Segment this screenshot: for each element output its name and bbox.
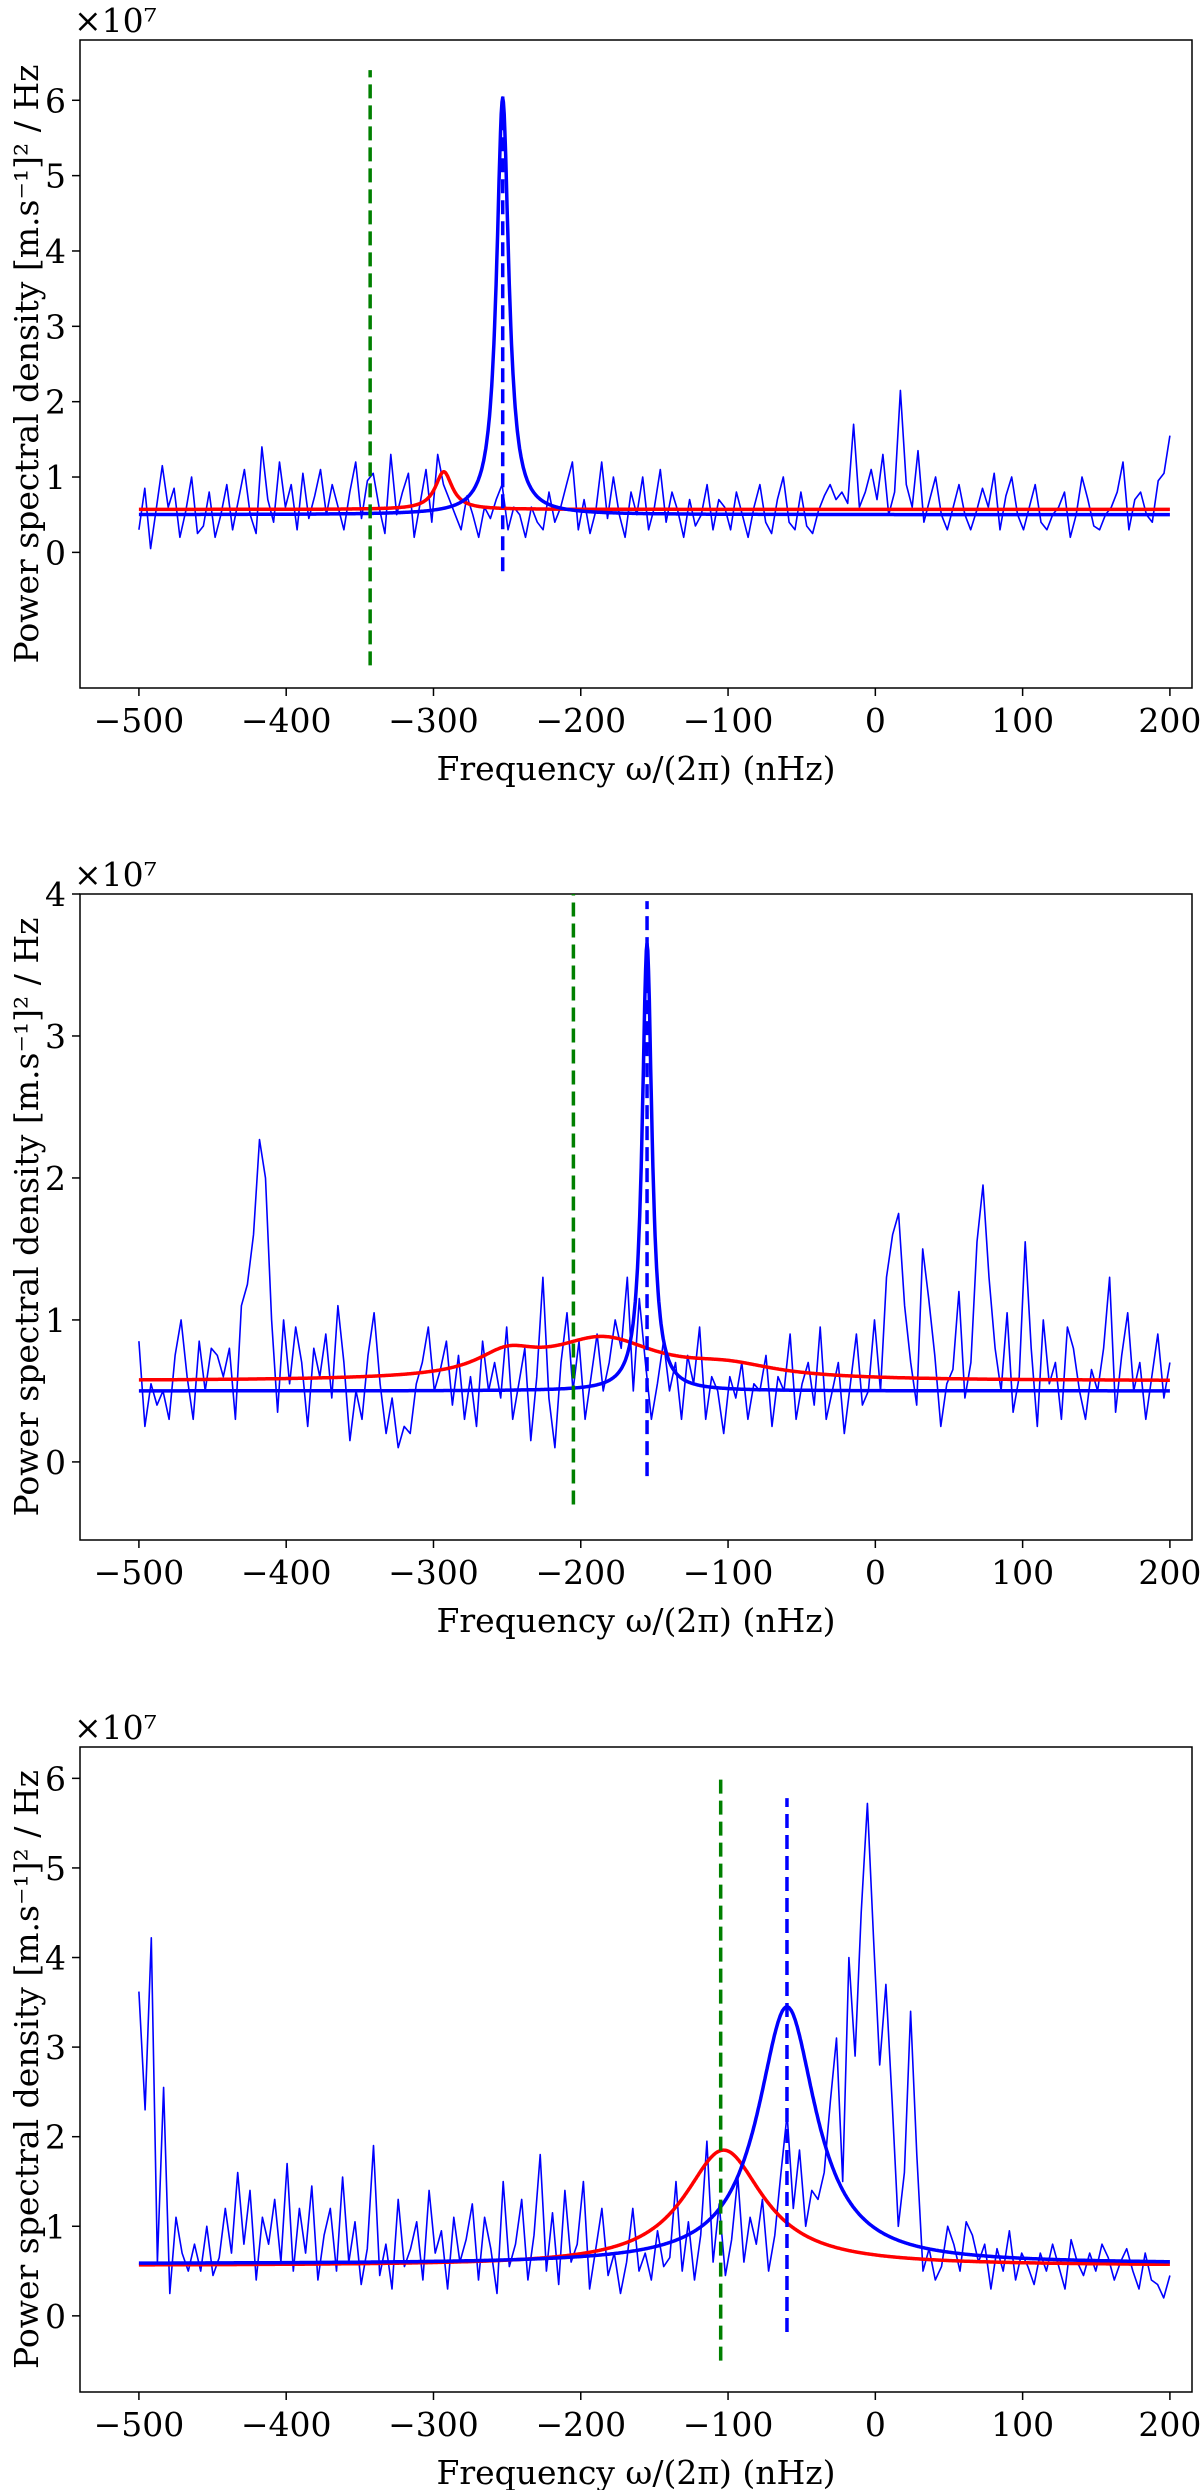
blue-fit-curve — [137, 96, 1171, 517]
x-tick-label: 200 — [1138, 701, 1200, 740]
y-tick-label: 4 — [45, 232, 66, 271]
plot-area — [137, 70, 1171, 666]
axes-frame — [79, 893, 1193, 1541]
x-axis-label: Frequency ω/(2π) (nHz) — [436, 2453, 835, 2490]
y-tick-label: 3 — [45, 1017, 66, 1056]
x-tick-label: −300 — [388, 701, 479, 740]
x-tick-label: −500 — [94, 701, 185, 740]
y-tick-label: 0 — [45, 1443, 66, 1482]
plot-area — [137, 1773, 1171, 2361]
x-tick-label: −400 — [241, 2405, 332, 2444]
spectrum-data-line — [138, 389, 1171, 550]
y-tick-label: 2 — [45, 1159, 66, 1198]
x-tick-label: −100 — [683, 2405, 774, 2444]
y-tick-label: 3 — [45, 307, 66, 346]
blue-fit-curve — [137, 941, 1171, 1393]
y-tick-label: 6 — [45, 1759, 66, 1798]
y-tick-label: 6 — [45, 81, 66, 120]
x-tick-label: 200 — [1138, 1553, 1200, 1592]
x-tick-label: −100 — [683, 701, 774, 740]
x-tick-label: −400 — [241, 701, 332, 740]
x-tick-label: −200 — [535, 1553, 626, 1592]
blue-fit-curve — [137, 2005, 1171, 2265]
x-tick-label: −400 — [241, 1553, 332, 1592]
x-tick-label: −300 — [388, 1553, 479, 1592]
y-tick-label: 1 — [45, 2207, 66, 2246]
x-tick-label: 100 — [991, 701, 1054, 740]
y-tick-label: 4 — [45, 875, 66, 914]
x-tick-label: −500 — [94, 2405, 185, 2444]
chart-panel-3: −500 −400 −300 −200 −100 0 100 200 0 1 2 3 4 5 6×10⁷ Fr… — [7, 1708, 1200, 2490]
x-tick-label: −200 — [535, 701, 626, 740]
red-fit-curve — [137, 1334, 1171, 1382]
x-tick-label: 0 — [865, 2405, 886, 2444]
y-tick-label: 1 — [45, 1301, 66, 1340]
y-multiplier: ×10⁷ — [74, 1, 157, 40]
x-tick-label: 200 — [1138, 2405, 1200, 2444]
x-tick-label: 0 — [865, 701, 886, 740]
axes-frame — [79, 39, 1193, 689]
spectrum-data-line — [138, 1138, 1171, 1449]
y-tick-label: 1 — [45, 458, 66, 497]
y-tick-label: 3 — [45, 2028, 66, 2067]
x-tick-label: 100 — [991, 2405, 1054, 2444]
axes-frame — [79, 1746, 1193, 2393]
y-multiplier: ×10⁷ — [74, 1708, 157, 1747]
x-axis-label: Frequency ω/(2π) (nHz) — [436, 1601, 835, 1640]
x-tick-label: 0 — [865, 1553, 886, 1592]
y-axis-label: Power spectral density [m.s⁻¹]² / Hz — [7, 918, 46, 1517]
y-tick-label: 2 — [45, 383, 66, 422]
y-multiplier: ×10⁷ — [74, 855, 157, 894]
y-tick-label: 0 — [45, 2297, 66, 2336]
y-tick-label: 2 — [45, 2118, 66, 2157]
y-tick-label: 4 — [45, 1939, 66, 1978]
plot-area — [137, 894, 1171, 1505]
y-tick-label: 5 — [45, 1849, 66, 1888]
y-tick-label: 5 — [45, 157, 66, 196]
y-axis-label: Power spectral density [m.s⁻¹]² / Hz — [7, 1770, 46, 2369]
x-tick-label: −500 — [94, 1553, 185, 1592]
x-tick-label: −100 — [683, 1553, 774, 1592]
spectrum-data-line — [138, 1802, 1171, 2299]
x-tick-label: −300 — [388, 2405, 479, 2444]
x-tick-label: −200 — [535, 2405, 626, 2444]
y-tick-label: 0 — [45, 533, 66, 572]
chart-panel-1: −500 −400 −300 −200 −100 0 100 200 0 1 2 3 4 5 6 ×10⁷ Fr… — [7, 1, 1200, 788]
chart-panel-2: −500 −400 −300 −200 −100 0 100 200 0 1 2 3 4×10⁷ Freq… — [7, 855, 1200, 1640]
x-tick-label: 100 — [991, 1553, 1054, 1592]
x-axis-label: Frequency ω/(2π) (nHz) — [436, 749, 835, 788]
y-axis-label: Power spectral density [m.s⁻¹]² / Hz — [7, 65, 46, 664]
red-fit-curve — [137, 469, 1171, 512]
